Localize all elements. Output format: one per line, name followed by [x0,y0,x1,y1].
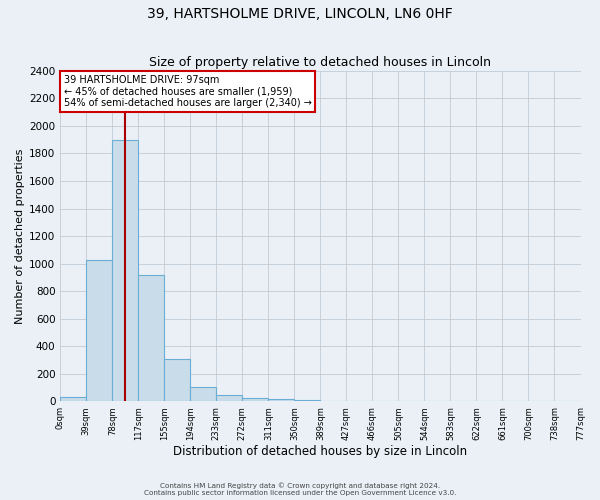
Bar [217,396,242,402]
Bar [164,358,190,402]
Bar [86,260,112,402]
Bar [190,387,217,402]
Title: Size of property relative to detached houses in Lincoln: Size of property relative to detached ho… [149,56,491,70]
Bar [139,274,164,402]
Bar [268,400,295,402]
Bar [60,398,86,402]
Text: 39 HARTSHOLME DRIVE: 97sqm
← 45% of detached houses are smaller (1,959)
54% of s: 39 HARTSHOLME DRIVE: 97sqm ← 45% of deta… [64,75,311,108]
X-axis label: Distribution of detached houses by size in Lincoln: Distribution of detached houses by size … [173,444,467,458]
Bar [112,140,139,402]
Bar [242,398,268,402]
Bar [295,400,320,402]
Y-axis label: Number of detached properties: Number of detached properties [15,148,25,324]
Text: Contains HM Land Registry data © Crown copyright and database right 2024.
Contai: Contains HM Land Registry data © Crown c… [144,482,456,496]
Text: 39, HARTSHOLME DRIVE, LINCOLN, LN6 0HF: 39, HARTSHOLME DRIVE, LINCOLN, LN6 0HF [147,8,453,22]
